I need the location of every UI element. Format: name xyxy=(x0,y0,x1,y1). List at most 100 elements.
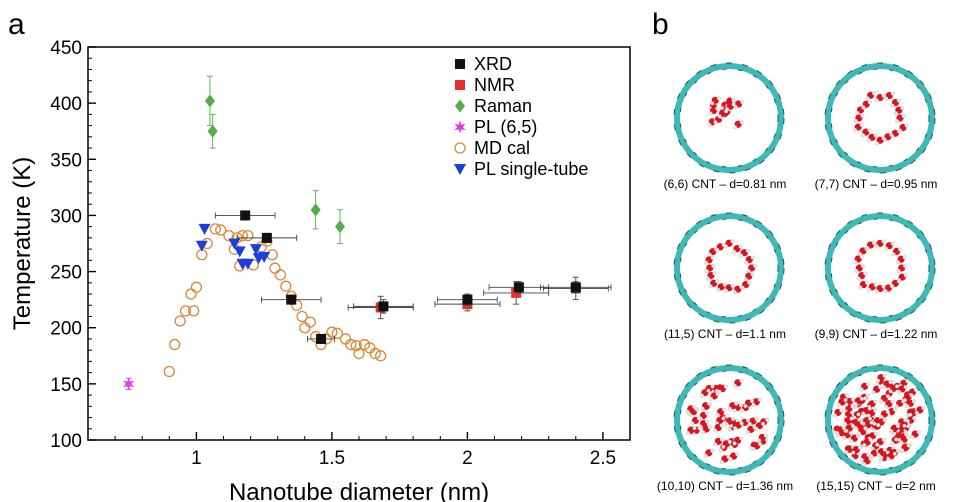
y-tick-label: 250 xyxy=(50,263,82,284)
pl-single-tube-point xyxy=(233,246,246,258)
hydrogen-atom xyxy=(883,288,888,293)
series-raman xyxy=(204,75,346,244)
hydrogen-atom xyxy=(900,448,905,453)
nanotube-6: (15,15) CNT – d=2 nm xyxy=(816,364,936,493)
md-cal-point xyxy=(375,350,387,362)
md-cal-point xyxy=(369,347,381,360)
hydrogen-atom xyxy=(724,422,729,427)
hydrogen-atom xyxy=(853,259,858,264)
hydrogen-atom xyxy=(902,255,907,260)
hydrogen-atom xyxy=(875,442,880,447)
hydrogen-atom xyxy=(843,398,848,403)
tube-wall xyxy=(825,365,935,475)
tube-wall-edge xyxy=(673,364,785,476)
tube-wall-edge xyxy=(824,62,936,174)
hydrogen-atom xyxy=(704,411,709,416)
hydrogen-atom xyxy=(888,380,893,385)
hydrogen-atom xyxy=(896,424,901,429)
hydrogen-atom xyxy=(844,393,849,398)
hydrogen-atom xyxy=(856,431,861,436)
hydrogen-atom xyxy=(727,427,732,432)
hydrogen-atom xyxy=(713,120,718,125)
nanotube-caption: (7,7) CNT – d=0.95 nm xyxy=(815,177,938,191)
hydrogen-atom xyxy=(867,406,872,411)
hydrogen-atom xyxy=(853,401,858,406)
hydrogen-atom xyxy=(875,382,880,387)
hydrogen-atom xyxy=(760,421,765,426)
y-tick-label: 100 xyxy=(50,431,82,452)
hydrogen-atom xyxy=(881,284,886,289)
hydrogen-atom xyxy=(731,102,736,107)
md-cal-point xyxy=(188,305,200,317)
hydrogen-atom xyxy=(886,456,891,461)
hydrogen-atom xyxy=(873,133,878,138)
y-tick-label: 300 xyxy=(50,206,82,227)
hydrogen-atom xyxy=(850,423,855,428)
nanotube-5: (10,10) CNT – d=1.36 nm xyxy=(657,364,793,493)
hydrogen-atom xyxy=(851,450,856,455)
hydrogen-atom xyxy=(751,447,756,452)
hydrogen-atom xyxy=(728,457,733,462)
md-cal-point xyxy=(169,338,181,351)
hydrogen-atom xyxy=(882,418,887,423)
hydrogen-atom xyxy=(692,404,697,409)
hydrogen-atom xyxy=(872,91,877,96)
hydrogen-atom xyxy=(881,437,886,442)
hydrogen-atom xyxy=(879,455,884,460)
hydrogen-atom xyxy=(719,423,724,428)
hydrogen-atom xyxy=(873,399,878,404)
hydrogen-atom xyxy=(715,391,720,396)
hydrogen-atom xyxy=(705,276,710,281)
raman-point xyxy=(207,124,218,138)
xrd-point xyxy=(286,294,297,305)
md-cal-point xyxy=(209,223,222,235)
hydrogen-atom xyxy=(860,113,865,118)
md-cal-point xyxy=(291,299,303,311)
series-pl-single-tube xyxy=(195,223,271,270)
hydrogen-atom xyxy=(763,433,768,438)
hydrogen-atom xyxy=(685,431,690,436)
hydrogen-atom xyxy=(710,101,715,106)
legend-label-md-cal: MD cal xyxy=(474,138,530,158)
hydrogen-atom xyxy=(739,421,744,426)
hydrogen-atom xyxy=(707,252,712,257)
hydrogen-atom xyxy=(900,106,905,111)
hydrogen-atom xyxy=(708,111,713,116)
hydrogen-atom xyxy=(716,287,721,292)
hydrogen-atom xyxy=(873,431,878,436)
hydrogen-atom xyxy=(884,96,889,101)
md-cal-point xyxy=(190,281,203,293)
hydrogen-atom xyxy=(700,406,705,411)
hydrogen-atom xyxy=(734,401,739,406)
md-cal-point xyxy=(163,365,175,378)
tube-wall xyxy=(674,365,784,475)
nanotube-caption: (11,5) CNT – d=1.1 nm xyxy=(664,327,786,341)
pl-single-tube-point xyxy=(228,238,241,250)
hydrogen-atom xyxy=(716,96,721,101)
tube-wall-edge xyxy=(824,364,936,476)
water-molecules xyxy=(707,96,745,130)
hydrogen-atom xyxy=(685,409,690,414)
hydrogen-atom xyxy=(758,442,763,447)
hydrogen-atom xyxy=(721,444,726,449)
hydrogen-atom xyxy=(875,141,880,146)
md-cal-point xyxy=(280,280,292,292)
hydrogen-atom xyxy=(902,398,907,403)
hydrogen-atom xyxy=(733,426,738,431)
series-md-cal xyxy=(163,223,387,378)
legend-marker-nmr xyxy=(455,80,465,90)
hydrogen-atom xyxy=(757,438,762,443)
hydrogen-atom xyxy=(739,253,744,258)
hydrogen-atom xyxy=(890,103,895,108)
hydrogen-atom xyxy=(692,426,697,431)
hydrogen-atom xyxy=(862,443,867,448)
hydrogen-atom xyxy=(754,417,759,422)
hydrogen-atom xyxy=(704,419,709,424)
hydrogen-atom xyxy=(888,389,893,394)
xrd-point xyxy=(570,282,581,293)
chart-panel-a: 1 1.5 2 2.5 100 150 200 250 300 350 400 450 Nanotu… xyxy=(9,38,631,502)
hydrogen-atom xyxy=(905,404,910,409)
hydrogen-atom xyxy=(872,241,877,246)
hydrogen-atom xyxy=(747,280,752,285)
hydrogen-atom xyxy=(875,98,880,103)
